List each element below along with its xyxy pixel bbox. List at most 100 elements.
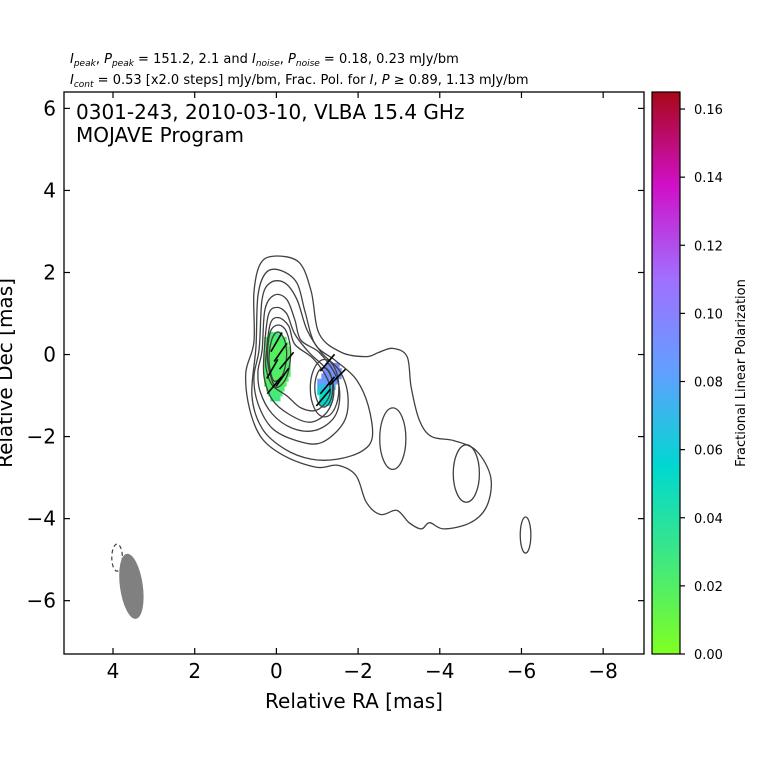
evpa-vector <box>278 351 295 370</box>
colorbar-tick-label: 0.08 <box>694 376 723 391</box>
x-tick-label: −2 <box>343 659 372 683</box>
evpa-vector <box>319 376 336 395</box>
y-tick-label: 6 <box>43 96 56 120</box>
y-tick-label: 4 <box>43 178 56 202</box>
pol-pixel <box>264 376 289 382</box>
pol-pixel <box>264 336 287 343</box>
contour-line <box>379 407 407 471</box>
contour-line <box>245 255 493 530</box>
pol-pixel <box>264 366 291 372</box>
evpa-vectors <box>266 332 347 407</box>
header-line2-segment: I <box>70 73 74 88</box>
evpa-vector <box>273 343 288 362</box>
header-line1-segment: I <box>70 52 74 67</box>
contour-line <box>268 331 288 382</box>
y-tick-label: −4 <box>27 507 56 531</box>
colorbar-ticks: 0.00 0.02 0.04 0.06 0.08 0.10 0.12 0.14 0.16 <box>680 103 723 663</box>
contour-line <box>309 358 340 418</box>
evpa-vector <box>275 367 290 387</box>
colorbar-tick-label: 0.02 <box>694 580 723 595</box>
pol-pixel <box>319 394 334 401</box>
pol-pixel <box>264 351 291 358</box>
header-line2-segment: ≥ 0.89, 1.13 mJy/bm <box>390 73 529 88</box>
plot-area: 4 2 0 −2 −4 −6 −8 −6 −4 −2 0 2 4 6 0301-243, 2010-03… <box>0 91 645 713</box>
beam-ellipse <box>119 553 144 619</box>
pol-pixel <box>325 362 340 369</box>
beam-ellipse-shape <box>119 553 144 619</box>
pol-pixel <box>317 389 334 396</box>
contour-lines <box>111 255 532 572</box>
colorbar-frame <box>651 91 681 655</box>
header-line1-segment: P <box>288 52 296 67</box>
y-tick-label: 2 <box>43 260 56 284</box>
annotation-line-2: MOJAVE Program <box>76 123 244 147</box>
contour-line <box>452 444 481 503</box>
plot-frame <box>63 91 645 655</box>
header-line1-segment: , <box>280 52 288 67</box>
pol-pixel <box>268 391 283 397</box>
evpa-vector <box>266 376 283 395</box>
colorbar: 0.00 0.02 0.04 0.06 0.08 0.10 0.12 0.14 0.16 Fra… <box>651 91 749 663</box>
header-line2-segment: = 0.53 [x2.0 steps] mJy/bm, Frac. Pol. f… <box>94 73 370 88</box>
x-axis-ticks: 4 2 0 −2 −4 −6 −8 <box>107 92 618 683</box>
header-line1-segment: noise <box>256 59 280 69</box>
y-axis-ticks: −6 −4 −2 0 2 4 6 <box>27 96 644 613</box>
header-line2-segment: , <box>374 73 382 88</box>
negative-contour-line <box>111 543 124 572</box>
contour-line <box>251 268 374 461</box>
x-tick-label: 2 <box>188 659 201 683</box>
evpa-vector <box>329 368 347 386</box>
header-line1-segment: peak <box>111 59 135 69</box>
contour-line <box>519 516 532 554</box>
pol-pixel <box>264 341 289 348</box>
header-line1-segment: I <box>252 52 256 67</box>
pol-pixel <box>317 378 338 385</box>
header-line-contours-fracpol: Icont = 0.53 [x2.0 steps] mJy/bm, Frac. … <box>70 73 529 90</box>
header-line1-segment: = 151.2, 2.1 and <box>134 52 252 67</box>
x-tick-label: −8 <box>588 659 617 683</box>
header-line1-segment: noise <box>296 59 320 69</box>
y-tick-label: −6 <box>27 589 56 613</box>
x-tick-label: 4 <box>107 659 120 683</box>
y-tick-label: −2 <box>27 425 56 449</box>
y-axis-label: Relative Dec [mas] <box>0 278 17 468</box>
pol-pixel <box>323 368 342 374</box>
colorbar-tick-label: 0.04 <box>694 512 723 527</box>
x-tick-label: −6 <box>507 659 536 683</box>
x-tick-label: 0 <box>270 659 283 683</box>
evpa-vector <box>315 388 332 407</box>
colorbar-tick-label: 0.16 <box>694 103 723 118</box>
header-line2-segment: cont <box>74 80 94 90</box>
pol-pixel <box>268 331 283 338</box>
pol-pixel <box>264 346 291 353</box>
x-axis-label: Relative RA [mas] <box>265 689 443 713</box>
colorbar-tick-label: 0.12 <box>694 239 723 254</box>
header-line1-segment: = 0.18, 0.23 mJy/bm <box>320 52 459 67</box>
pol-pixel <box>264 361 291 367</box>
header-line1-segment: peak <box>73 59 97 69</box>
pol-pixel <box>270 395 281 402</box>
colorbar-tick-label: 0.14 <box>694 171 723 186</box>
header-line1-segment: , <box>96 52 104 67</box>
annotation-line-1: 0301-243, 2010-03-10, VLBA 15.4 GHz <box>76 100 464 124</box>
evpa-vector <box>266 358 279 379</box>
evpa-vector <box>319 353 336 372</box>
colorbar-label: Fractional Linear Polarization <box>734 279 749 467</box>
contour-line <box>266 324 292 389</box>
header-line-peak-noise: Ipeak, Ppeak = 151.2, 2.1 and Inoise, Pn… <box>70 52 459 69</box>
header-line2-segment: I <box>370 73 374 88</box>
colorbar-tick-label: 0.10 <box>694 307 723 322</box>
x-tick-label: −4 <box>425 659 454 683</box>
header-line2-segment: P <box>382 73 390 88</box>
evpa-vector <box>270 332 283 353</box>
header-line1-segment: P <box>104 52 112 67</box>
colorbar-gradient <box>652 92 680 654</box>
pol-pixel <box>264 371 291 377</box>
contour-line <box>262 306 335 423</box>
colorbar-tick-label: 0.06 <box>694 444 723 459</box>
colorbar-tick-label: 0.00 <box>694 648 723 663</box>
chart-header: Ipeak, Ppeak = 151.2, 2.1 and Inoise, Pn… <box>70 52 529 90</box>
contour-line <box>253 280 349 445</box>
y-tick-label: 0 <box>43 343 56 367</box>
